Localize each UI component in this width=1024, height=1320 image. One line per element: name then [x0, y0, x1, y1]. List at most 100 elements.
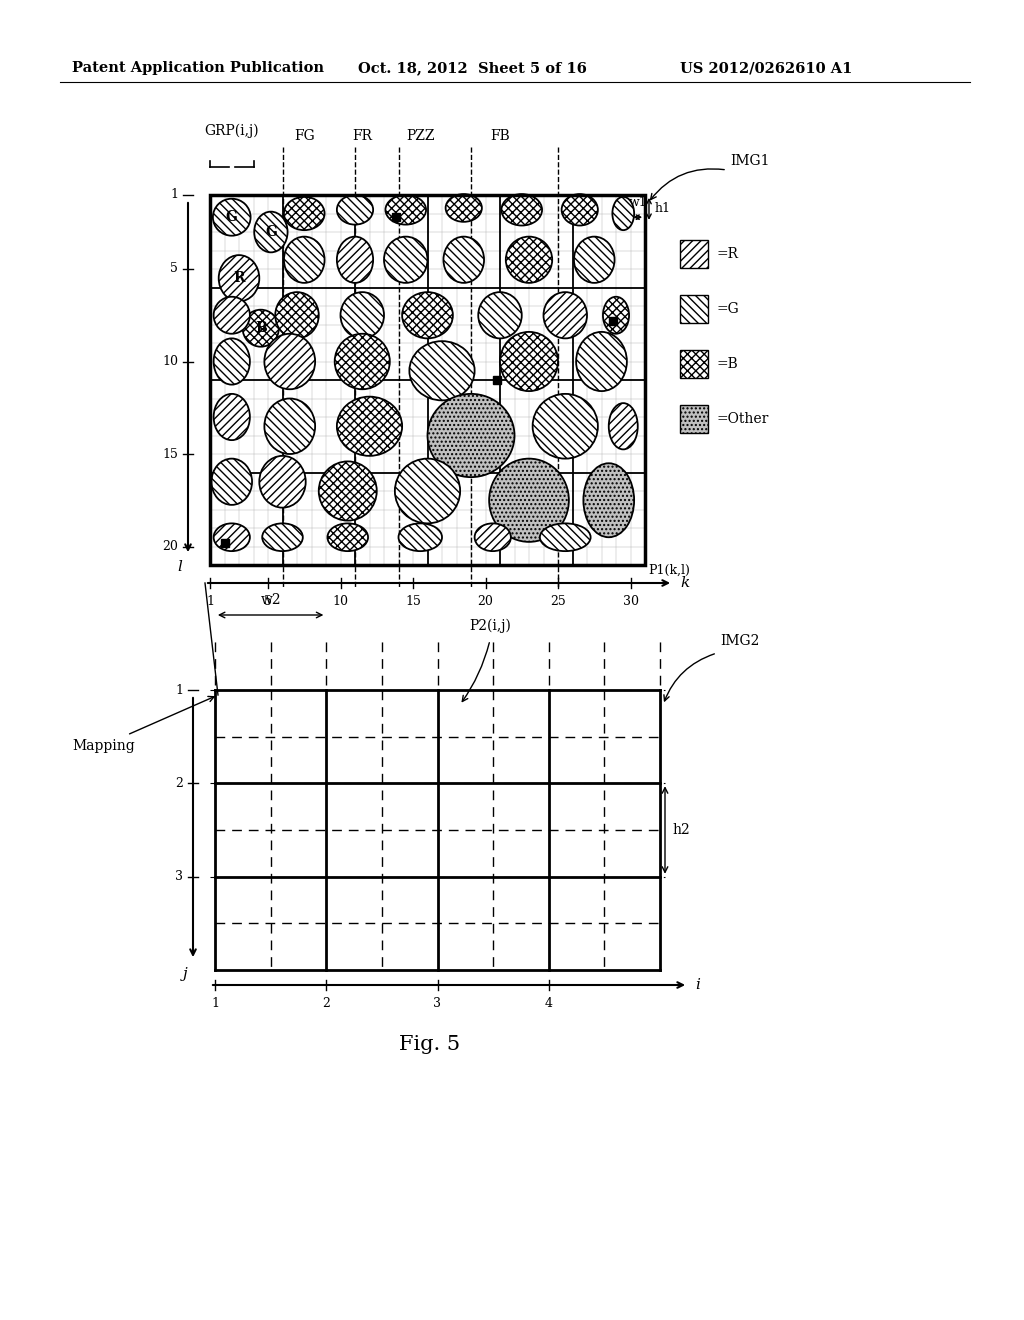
Ellipse shape	[328, 523, 368, 552]
Text: =Other: =Other	[716, 412, 768, 426]
Ellipse shape	[385, 195, 426, 224]
Ellipse shape	[532, 393, 598, 458]
Text: 1: 1	[206, 595, 214, 609]
Ellipse shape	[475, 523, 511, 552]
Text: =G: =G	[716, 302, 738, 315]
Text: 10: 10	[162, 355, 178, 368]
Text: 1: 1	[175, 684, 183, 697]
Bar	[680, 294, 708, 323]
Ellipse shape	[612, 197, 634, 230]
Ellipse shape	[577, 331, 627, 391]
Text: FB: FB	[490, 129, 510, 143]
Text: 15: 15	[406, 595, 421, 609]
Ellipse shape	[395, 458, 460, 523]
Ellipse shape	[254, 211, 288, 252]
Text: l: l	[177, 560, 182, 574]
Text: 25: 25	[550, 595, 566, 609]
Text: 1: 1	[211, 997, 219, 1010]
Text: Oct. 18, 2012  Sheet 5 of 16: Oct. 18, 2012 Sheet 5 of 16	[358, 61, 587, 75]
Ellipse shape	[214, 297, 250, 334]
Text: B: B	[255, 321, 266, 335]
Ellipse shape	[443, 236, 484, 282]
Ellipse shape	[219, 255, 259, 301]
Text: Patent Application Publication: Patent Application Publication	[72, 61, 324, 75]
Text: w2: w2	[260, 593, 281, 607]
Ellipse shape	[445, 194, 482, 222]
Ellipse shape	[500, 331, 558, 391]
Text: w1: w1	[629, 197, 647, 209]
Ellipse shape	[427, 393, 514, 477]
Text: US 2012/0262610 A1: US 2012/0262610 A1	[680, 61, 852, 75]
Ellipse shape	[214, 338, 250, 384]
Text: P2(i,j): P2(i,j)	[469, 619, 511, 634]
Ellipse shape	[337, 236, 373, 282]
Text: =R: =R	[716, 247, 738, 261]
Ellipse shape	[502, 194, 542, 226]
Text: i: i	[695, 978, 699, 993]
Ellipse shape	[264, 334, 315, 389]
Ellipse shape	[573, 236, 614, 282]
Bar	[680, 240, 708, 268]
Text: FR: FR	[352, 129, 373, 143]
Text: 10: 10	[333, 595, 348, 609]
Ellipse shape	[214, 523, 250, 552]
Ellipse shape	[506, 236, 552, 282]
Ellipse shape	[337, 396, 402, 455]
Ellipse shape	[544, 292, 587, 338]
Text: P1(k,l): P1(k,l)	[648, 564, 690, 577]
Text: h2: h2	[672, 822, 690, 837]
Text: =B: =B	[716, 356, 737, 371]
Text: GRP(i,j): GRP(i,j)	[205, 124, 259, 139]
Text: G: G	[226, 210, 238, 224]
Text: 20: 20	[477, 595, 494, 609]
Text: 5: 5	[264, 595, 272, 609]
Text: 15: 15	[162, 447, 178, 461]
Ellipse shape	[603, 297, 629, 334]
Ellipse shape	[259, 455, 306, 508]
Text: 3: 3	[433, 997, 441, 1010]
Text: PZZ: PZZ	[406, 129, 434, 143]
Ellipse shape	[398, 523, 442, 552]
Text: j: j	[182, 968, 187, 981]
Text: 2: 2	[175, 777, 183, 789]
Text: G: G	[265, 224, 276, 239]
Text: FG: FG	[294, 129, 314, 143]
Ellipse shape	[284, 236, 325, 282]
Ellipse shape	[478, 292, 522, 338]
Text: 2: 2	[323, 997, 330, 1010]
Bar	[680, 350, 708, 378]
Text: Mapping: Mapping	[72, 739, 135, 752]
Text: Fig. 5: Fig. 5	[399, 1035, 461, 1053]
Text: IMG2: IMG2	[720, 634, 760, 648]
Text: h1: h1	[655, 202, 671, 215]
Text: 3: 3	[175, 870, 183, 883]
Bar	[220, 539, 228, 546]
Ellipse shape	[410, 341, 475, 400]
Text: R: R	[233, 271, 245, 285]
Ellipse shape	[608, 403, 638, 449]
Text: 20: 20	[162, 540, 178, 553]
Ellipse shape	[341, 292, 384, 338]
Ellipse shape	[213, 199, 251, 236]
Ellipse shape	[214, 393, 250, 440]
Ellipse shape	[561, 194, 598, 226]
Ellipse shape	[335, 334, 390, 389]
Ellipse shape	[211, 458, 252, 504]
Bar	[210, 195, 645, 565]
Text: 1: 1	[170, 189, 178, 202]
Ellipse shape	[540, 523, 591, 552]
Ellipse shape	[584, 463, 634, 537]
Bar	[494, 376, 501, 384]
Text: 4: 4	[545, 997, 553, 1010]
Ellipse shape	[284, 197, 325, 230]
Text: 30: 30	[623, 595, 639, 609]
Ellipse shape	[384, 236, 427, 282]
Ellipse shape	[318, 462, 377, 520]
Ellipse shape	[243, 310, 279, 347]
Ellipse shape	[489, 458, 569, 543]
Text: 5: 5	[170, 263, 178, 276]
Ellipse shape	[402, 292, 453, 338]
Text: k: k	[680, 576, 689, 590]
Bar	[609, 317, 617, 325]
Ellipse shape	[264, 399, 315, 454]
